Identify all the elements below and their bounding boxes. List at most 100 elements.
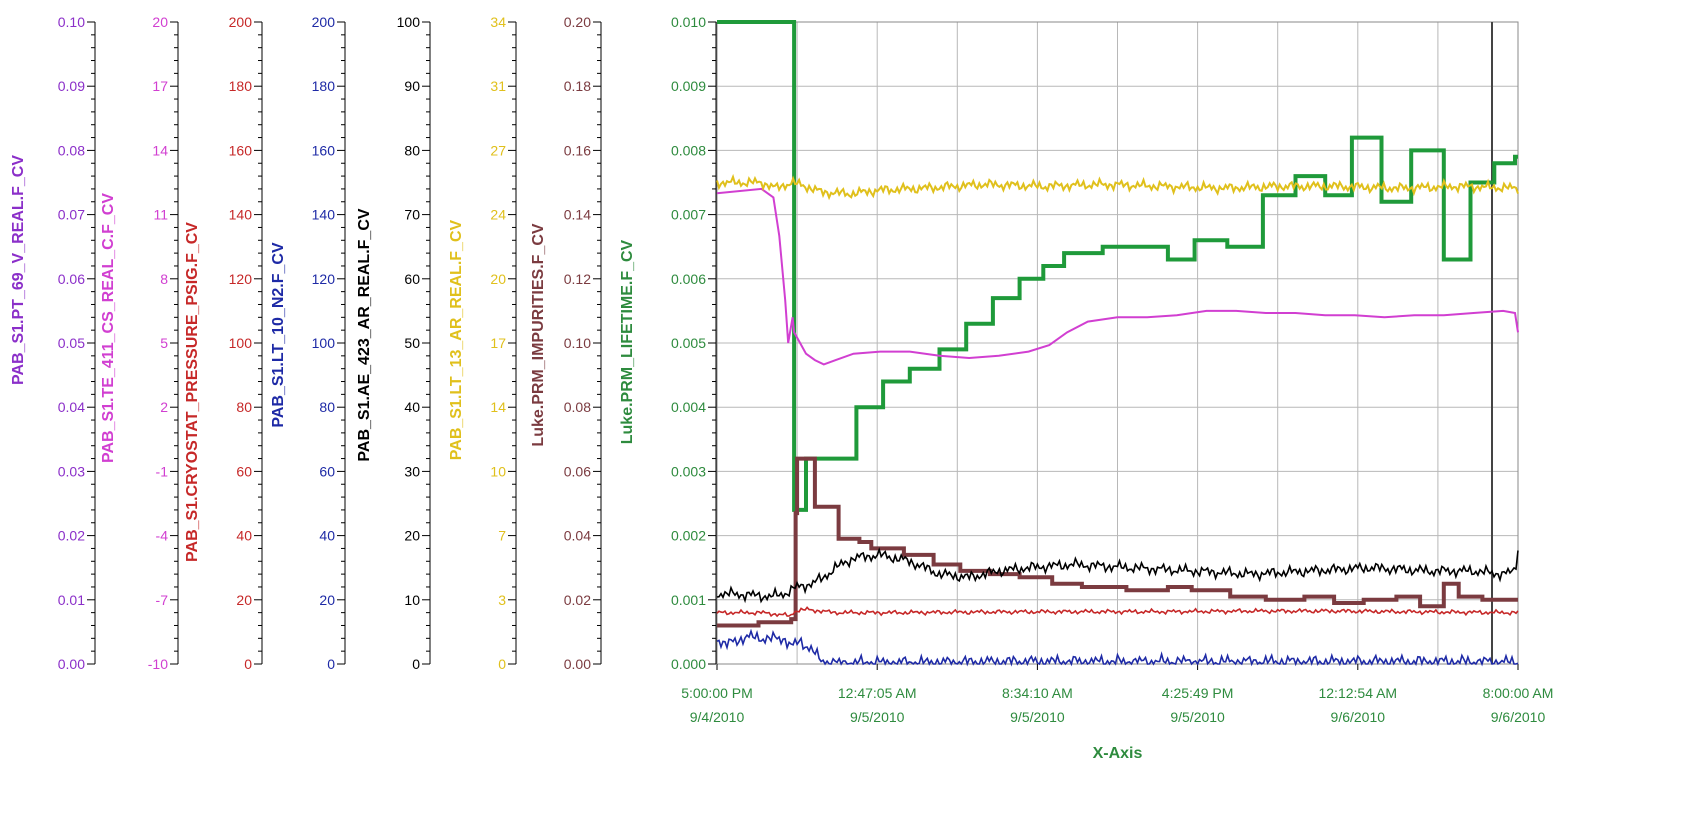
y-tick-label: 0.20 [564,14,591,30]
series-line: PAB_S1.LT_10_N2.F_CV [716,628,1519,667]
y-tick-label: 90 [404,78,420,94]
plot-frame [716,21,1519,665]
y-tick-label: 0.12 [564,271,591,287]
y-tick-label: 2 [160,399,168,415]
y-axis-title: PAB_S1.PT_69_V_REAL.F_CV [10,155,27,385]
y-tick-label: 40 [236,528,252,544]
y-tick-label: 0.03 [58,463,85,479]
x-tick-label-date: 9/6/2010 [1331,709,1386,725]
y-tick-label: 200 [229,14,253,30]
series-group: Luke.PRM_LIFETIME.F_CVPAB_S1.TE_411_CS_R… [716,20,1519,667]
y-tick-label: 0.02 [58,528,85,544]
y-tick-label: 0.06 [58,271,85,287]
y-tick-label: -7 [156,592,169,608]
y-tick-label: 60 [404,271,420,287]
y-axis-6: 0.00 0.02 0.04 0.06 0.08 0.10 0.12 0.14 0.16 0.18… [530,14,602,672]
y-tick-label: 31 [490,78,506,94]
y-tick-label: 0.08 [564,399,591,415]
y-tick-label: 0.16 [564,142,591,158]
y-axis-3: 0 20 40 60 80 100 120 140 160 180 200 PAB_S1.LT_10_… [270,14,346,672]
series-line: PAB_S1.AE_423_AR_REAL.F_CV [716,547,1519,604]
y-axis-4: 0 10 20 30 40 50 60 70 80 90 100 PAB_S1.AE_423_AR_R… [356,14,431,672]
y-tick-label: 0.009 [671,78,706,94]
y-tick-label: 0.18 [564,78,591,94]
y-tick-label: 0.008 [671,142,706,158]
y-tick-label: 10 [490,463,506,479]
y-tick-label: 0.00 [58,656,85,672]
y-tick-label: -1 [156,463,169,479]
y-tick-label: 0.10 [564,335,591,351]
x-tick-label-date: 9/5/2010 [1170,709,1225,725]
y-tick-label: 0.001 [671,592,706,608]
x-tick-label-time: 4:25:49 PM [1162,685,1234,701]
y-tick-label: 200 [312,14,336,30]
y-tick-label: 0.04 [58,399,85,415]
y-tick-label: 11 [153,207,168,223]
y-tick-label: 10 [404,592,420,608]
y-tick-label: 40 [404,399,420,415]
y-tick-label: 20 [490,271,506,287]
y-tick-label: 70 [404,207,420,223]
x-tick-label-date: 9/5/2010 [1010,709,1065,725]
x-axis-title: X-Axis [1093,745,1143,762]
y-tick-label: 17 [490,335,506,351]
y-tick-label: 80 [404,142,420,158]
y-tick-label: 14 [152,142,168,158]
y-axis-title: Luke.PRM_LIFETIME.F_CV [619,239,636,444]
y-tick-label: 14 [490,399,506,415]
y-tick-label: -10 [148,656,168,672]
y-tick-label: 20 [152,14,168,30]
y-axis-5: 0 3 7 10 14 17 20 24 27 31 34 PAB_S1.LT_13_AR_REAL.… [448,14,517,672]
y-tick-label: 0.14 [564,207,591,223]
y-tick-label: 27 [490,142,506,158]
y-tick-label: 0.05 [58,335,85,351]
y-axis-title: PAB_S1.LT_13_AR_REAL.F_CV [448,219,465,460]
y-axis-title: Luke.PRM_IMPURITIES.F_CV [530,223,547,446]
y-tick-label: 0 [244,656,252,672]
y-tick-label: 0 [327,656,335,672]
x-tick-label-time: 12:12:54 AM [1318,685,1397,701]
x-tick-label-date: 9/6/2010 [1491,709,1546,725]
y-tick-label: 0.08 [58,142,85,158]
y-tick-label: 50 [404,335,420,351]
y-tick-label: 120 [312,271,336,287]
y-axis-0: 0.00 0.01 0.02 0.03 0.04 0.05 0.06 0.07 0.08 0.09… [10,14,96,672]
x-tick-label-date: 9/5/2010 [850,709,905,725]
y-tick-label: 60 [236,463,252,479]
y-axis-title: PAB_S1.AE_423_AR_REAL.F_CV [356,208,373,461]
y-tick-label: 0.09 [58,78,85,94]
series-line: PAB_S1.TE_411_CS_REAL_C.F_CV [716,187,1519,366]
y-tick-label: 20 [236,592,252,608]
y-tick-label: 7 [498,528,506,544]
y-tick-label: 30 [404,463,420,479]
x-tick-label-time: 12:47:05 AM [838,685,917,701]
y-tick-label: 0.006 [671,271,706,287]
y-tick-label: 80 [236,399,252,415]
y-tick-label: 34 [490,14,506,30]
x-axis: 5:00:00 PM 9/4/2010 12:47:05 AM 9/5/2010 8:3… [681,664,1553,762]
y-tick-label: 120 [229,271,253,287]
y-tick-label: 0.002 [671,528,706,544]
y-tick-label: 100 [312,335,336,351]
y-axis-title: PAB_S1.CRYOSTAT_PRESSURE_PSIG.F_CV [184,222,201,562]
y-tick-label: 180 [229,78,253,94]
y-tick-label: 60 [319,463,335,479]
series-line: Luke.PRM_IMPURITIES.F_CV [717,456,1518,628]
x-tick-label-date: 9/4/2010 [690,709,745,725]
y-tick-label: 0.004 [671,399,706,415]
y-tick-label: 140 [229,207,253,223]
x-tick-label-time: 5:00:00 PM [681,685,753,701]
y-tick-label: 0.000 [671,656,706,672]
y-tick-label: 80 [319,399,335,415]
y-tick-label: 20 [404,528,420,544]
y-tick-label: 24 [490,207,506,223]
y-tick-label: 0.10 [58,14,85,30]
y-axis-title: PAB_S1.TE_411_CS_REAL_C.F_CV [100,193,117,463]
y-axis-1: -10 -7 -4 -1 2 5 8 11 14 17 20 PAB_S1.TE_411_CS_REA… [100,14,179,672]
y-tick-label: 0.01 [58,592,85,608]
y-tick-label: 17 [152,78,168,94]
y-tick-label: 0.010 [671,14,706,30]
y-tick-label: 0.00 [564,656,591,672]
